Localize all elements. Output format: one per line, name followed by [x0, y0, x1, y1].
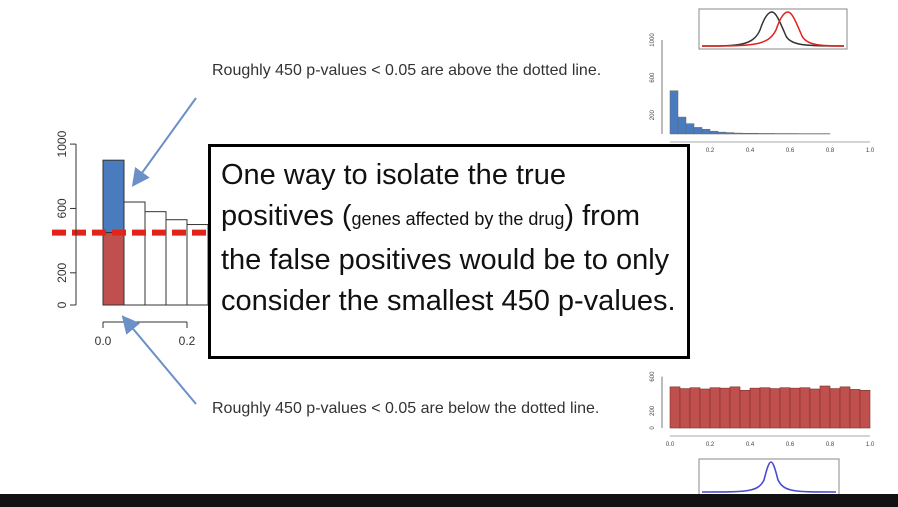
y-tick-label: 1000	[650, 33, 656, 47]
mini-density-plot	[698, 8, 848, 50]
density-curve-purple	[701, 461, 837, 493]
arrow-bottom	[121, 315, 197, 405]
y-tick-label: 1000	[55, 130, 69, 157]
x-tick-label: 0.2	[179, 334, 196, 348]
y-tick-label: 200	[55, 262, 69, 282]
bottom-bar	[0, 494, 898, 507]
y-tick-label: 0	[650, 426, 656, 430]
bar	[669, 90, 679, 135]
callout-text-1: One way to isolate the true positives (	[221, 159, 566, 232]
y-tick-label: 600	[650, 371, 656, 382]
x-tick-label: 0.2	[706, 148, 715, 154]
x-tick-label: 0.8	[826, 148, 835, 154]
y-tick-label: 600	[650, 72, 656, 83]
x-tick-label: 0.2	[706, 442, 715, 448]
callout-text-small: genes affected by the drug	[351, 209, 565, 229]
note-above: Roughly 450 p-values < 0.05 are above th…	[212, 62, 602, 79]
y-tick-label: 200	[650, 405, 656, 416]
mini-histogram-blue: 1000 600 200 0.2 0.4 0.6 0.8 1.0	[650, 33, 875, 154]
main-histogram: 0 200 600 1000 0.0 0.2	[52, 130, 220, 348]
x-tick-label: 0.0	[95, 334, 112, 348]
note-below: Roughly 450 p-values < 0.05 are below th…	[212, 400, 600, 417]
arrow-top	[131, 97, 197, 187]
y-tick-label: 600	[55, 198, 69, 218]
x-tick-label: 0.8	[826, 442, 835, 448]
x-tick-label: 1.0	[866, 148, 875, 154]
y-tick-label: 0	[55, 301, 69, 308]
bar	[859, 389, 871, 429]
x-tick-label: 0.6	[786, 148, 795, 154]
x-tick-label: 1.0	[866, 442, 875, 448]
density-curve-dark	[701, 11, 845, 47]
mini-histogram-red: 600 200 0 0.0 0.2 0.4 0.6 0.8 1.0	[650, 371, 875, 448]
callout-text-2: ) from the false positives would be to o…	[221, 200, 676, 317]
callout-box: One way to isolate the true positives (g…	[208, 144, 690, 359]
x-tick-label: 0.6	[786, 442, 795, 448]
x-tick-label: 0.4	[746, 148, 755, 154]
density-curve-red	[701, 11, 845, 47]
y-tick-label: 200	[650, 110, 656, 121]
x-tick-label: 0.4	[746, 442, 755, 448]
x-tick-label: 0.0	[666, 442, 675, 448]
